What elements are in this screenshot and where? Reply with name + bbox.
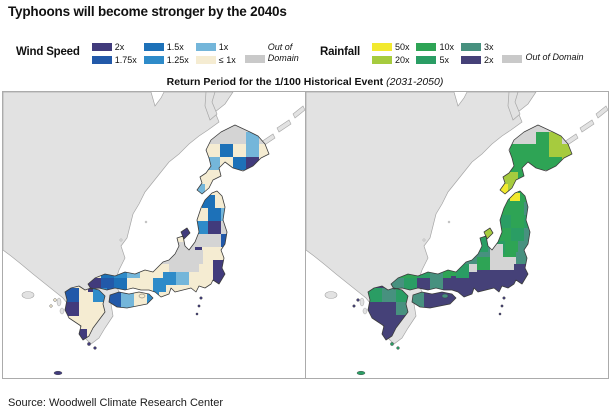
legend-swatch <box>416 42 437 51</box>
legend-label: 50x <box>394 41 410 52</box>
legend-item: 50x <box>371 40 410 53</box>
legend-swatch <box>416 55 437 64</box>
legend-label: 1.75x <box>114 54 137 65</box>
legend-label: 3x <box>483 41 494 52</box>
legend-swatch <box>91 55 112 64</box>
legend-swatch <box>371 42 392 51</box>
legend-item: 1.5x <box>143 40 189 53</box>
chart-subtitle: Return Period for the 1/100 Historical E… <box>0 76 610 88</box>
legend-label: 1.5x <box>166 41 184 52</box>
subtitle-text: Return Period for the 1/100 Historical E… <box>166 76 384 88</box>
legend-swatch <box>244 55 265 63</box>
legend-item: 2x <box>460 53 494 66</box>
legend-swatch <box>195 55 216 64</box>
legend-out-of-domain: Out of Domain <box>244 40 308 64</box>
rain-legend-grid: 50x 20x 10x 5x 3x 2x <box>371 40 494 66</box>
wind-speed-map-panel <box>2 91 306 379</box>
legend-label: Out of Domain <box>525 52 584 62</box>
legend-item: 10x <box>416 40 454 53</box>
legend-label: ≤ 1x <box>218 54 236 65</box>
legend-swatch <box>460 55 481 64</box>
legend-item: 1.75x <box>91 53 137 66</box>
rainfall-legend: Rainfall 50x 20x 10x 5x 3x 2x Out of Dom… <box>320 40 584 66</box>
legend-swatch <box>143 55 164 64</box>
wind-speed-legend: Wind Speed 2x 1.75x 1.5x 1.25x 1x ≤ 1x O… <box>16 40 308 66</box>
legend-item: 1.25x <box>143 53 189 66</box>
legend-swatch <box>460 42 481 51</box>
legend-item: 1x <box>195 40 236 53</box>
legend-label: 20x <box>394 54 410 65</box>
legend-item: 20x <box>371 53 410 66</box>
legend-label: Out of Domain <box>267 42 299 63</box>
legend-label: 10x <box>439 41 454 52</box>
legend-title-rain: Rainfall <box>320 46 360 58</box>
legend-item: 3x <box>460 40 494 53</box>
map-panels <box>2 91 609 379</box>
legend-swatch <box>195 42 216 51</box>
rainfall-map <box>306 92 608 378</box>
legend-label: 5x <box>439 54 449 65</box>
source-credit: Source: Woodwell Climate Research Center <box>8 397 223 409</box>
wind-speed-map <box>3 92 305 378</box>
subtitle-period: (2031-2050) <box>386 76 444 88</box>
legend-title-wind: Wind Speed <box>16 46 80 58</box>
legend-label: 1.25x <box>166 54 189 65</box>
legend-item: 2x <box>91 40 137 53</box>
legend-swatch <box>143 42 164 51</box>
rainfall-map-panel <box>305 91 609 379</box>
legend-item: 5x <box>416 53 454 66</box>
legend-label: 2x <box>483 54 494 65</box>
legend-label: 1x <box>218 41 229 52</box>
page-title: Typhoons will become stronger by the 204… <box>8 4 287 19</box>
legend-out-of-domain: Out of Domain <box>502 40 584 63</box>
legend-label: 2x <box>114 41 125 52</box>
legend-swatch <box>371 55 392 64</box>
legend-swatch <box>91 42 112 51</box>
legend-swatch <box>502 55 523 63</box>
wind-legend-grid: 2x 1.75x 1.5x 1.25x 1x ≤ 1x <box>91 40 236 66</box>
legend-item: ≤ 1x <box>195 53 236 66</box>
